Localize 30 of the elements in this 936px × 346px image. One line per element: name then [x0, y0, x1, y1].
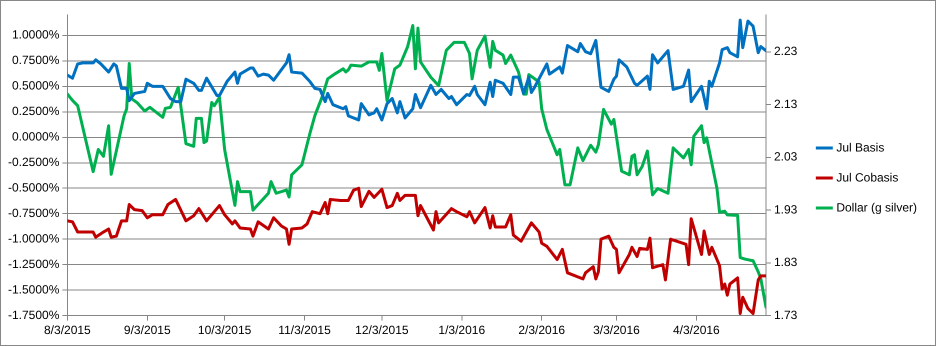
y2-tick-label: 2.13 — [774, 96, 798, 111]
y2-tick-label: 1.73 — [774, 308, 798, 322]
y-tick-label: -1.7500% — [8, 308, 60, 322]
x-tick-label: 9/3/2015 — [124, 323, 171, 338]
legend-label: Jul Cobasis — [836, 170, 898, 184]
y-tick-label: -0.2500% — [8, 155, 60, 170]
y-tick-label: 0.7500% — [12, 53, 60, 68]
x-tick-label: 1/3/2016 — [438, 323, 486, 338]
x-tick-label: 4/3/2016 — [673, 323, 720, 338]
x-tick-label: 11/3/2015 — [278, 323, 332, 338]
x-tick-label: 3/3/2016 — [593, 323, 640, 338]
y-tick-label: -1.0000% — [8, 231, 60, 246]
y-tick-label: 0.0000% — [12, 130, 60, 144]
x-tick-label: 8/3/2015 — [44, 323, 92, 338]
x-tick-label: 10/3/2015 — [198, 323, 252, 338]
x-tick-label: 12/3/2015 — [355, 323, 409, 338]
y-tick-label: 0.5000% — [12, 78, 60, 93]
y2-tick-label: 2.23 — [774, 44, 798, 58]
y2-tick-label: 1.93 — [774, 202, 798, 216]
y2-tick-label: 1.83 — [774, 255, 798, 270]
legend-label: Jul Basis — [836, 140, 884, 154]
y-tick-label: 1.0000% — [12, 28, 60, 42]
y-tick-label: -1.2500% — [8, 256, 60, 271]
y-tick-label: -0.7500% — [8, 206, 60, 220]
y-tick-label: -0.5000% — [8, 180, 60, 195]
x-tick-label: 2/3/2016 — [518, 323, 566, 338]
y-tick-label: 0.2500% — [12, 104, 60, 118]
y-tick-label: -1.5000% — [8, 282, 60, 296]
y2-tick-label: 2.03 — [774, 150, 798, 164]
legend-label: Dollar (g silver) — [836, 200, 918, 214]
